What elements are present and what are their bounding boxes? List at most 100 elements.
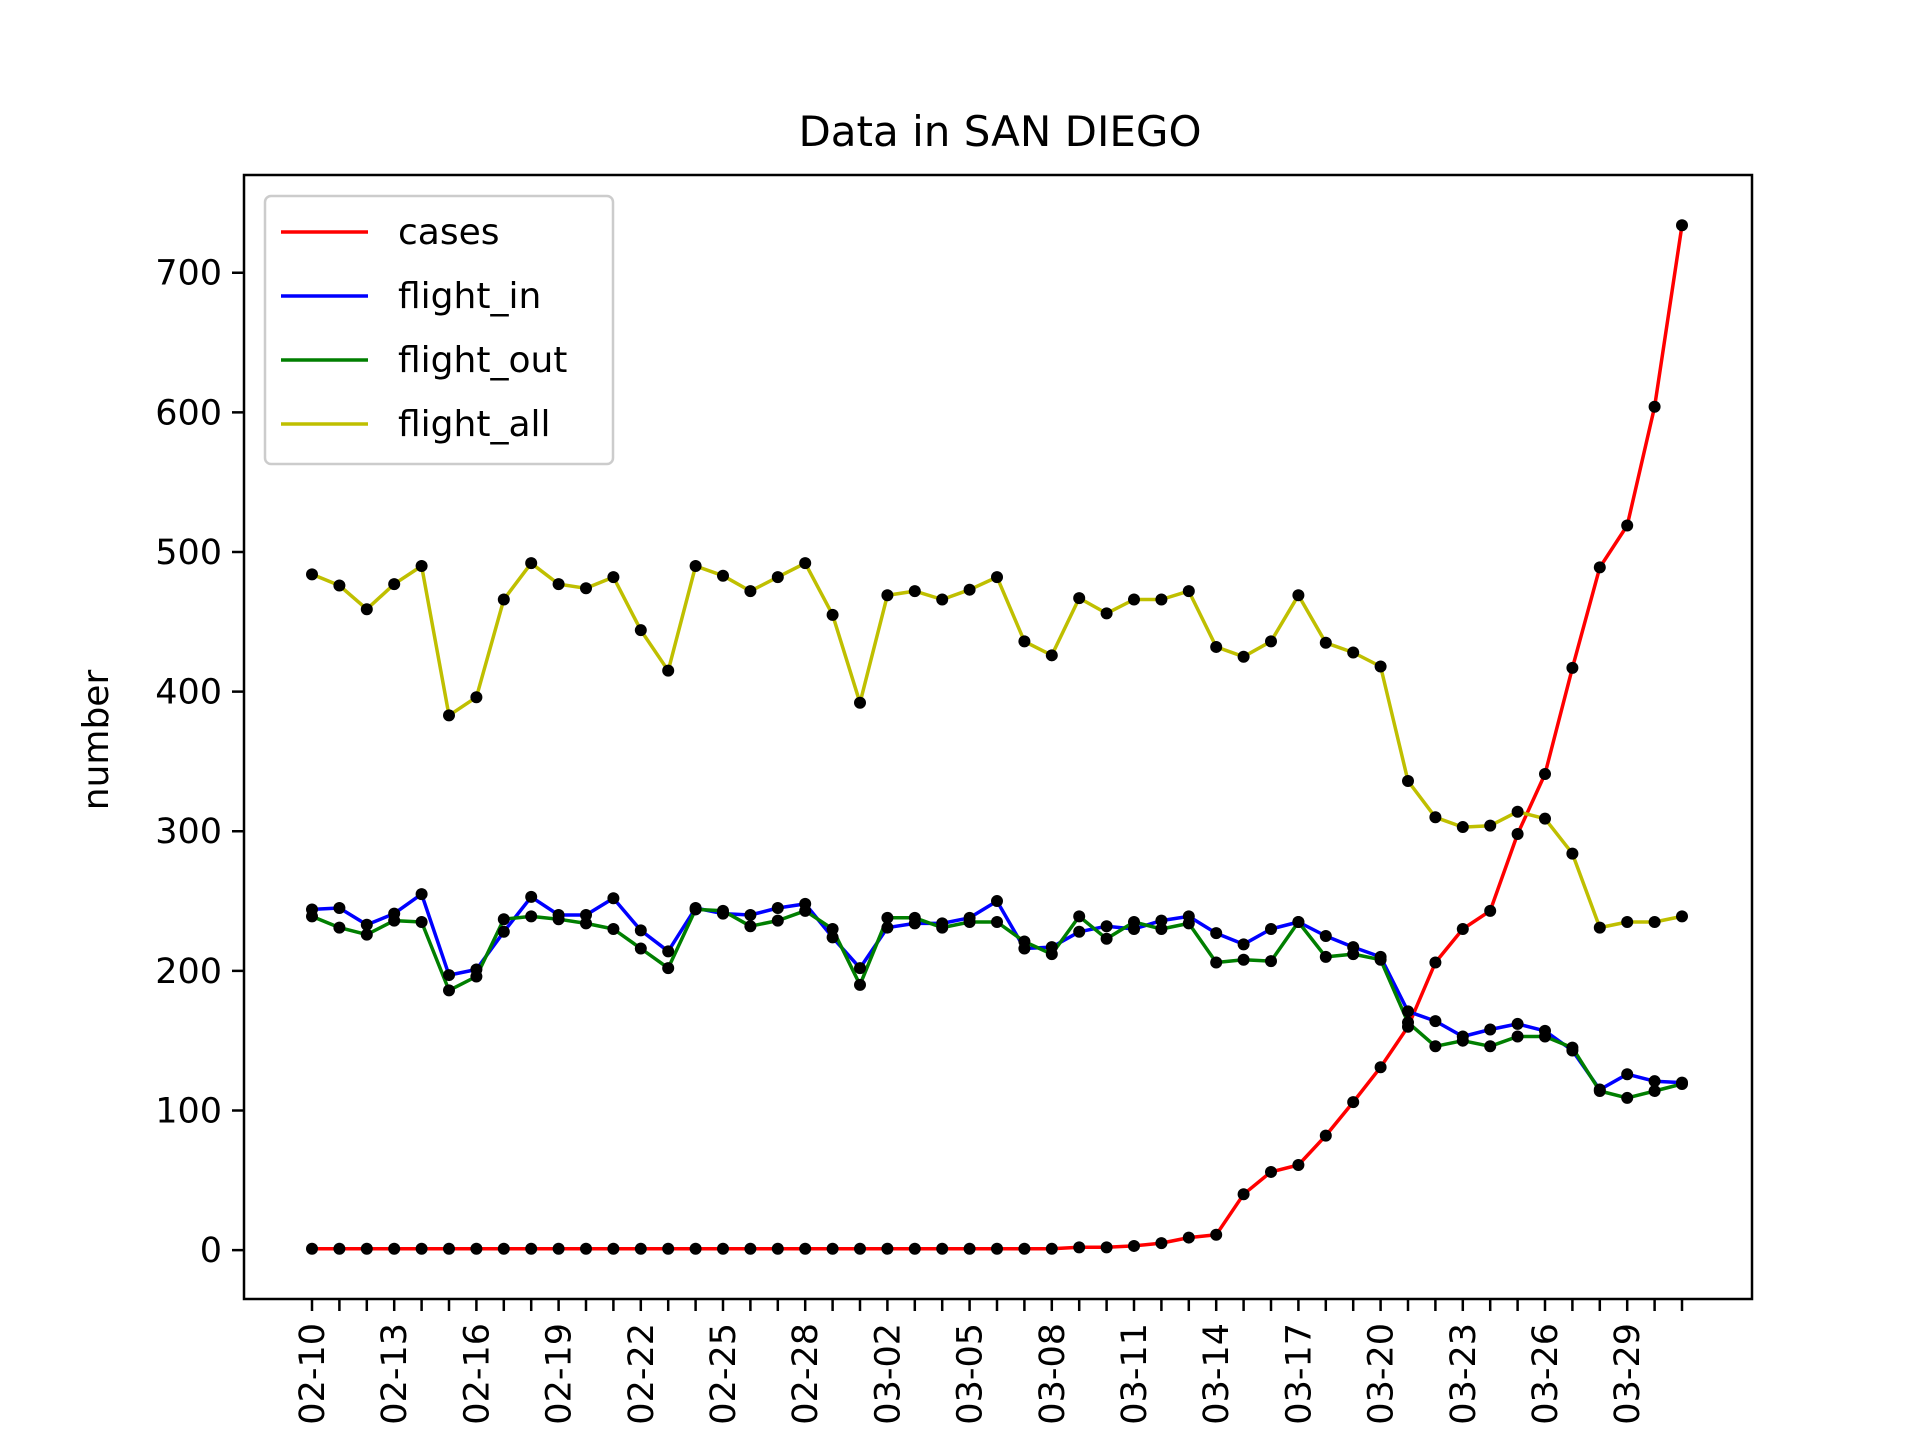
x-tick-label-02-28: 02-28 xyxy=(786,1323,826,1425)
data-point-flight_in-02-14 xyxy=(415,888,428,901)
data-point-flight_in-03-30 xyxy=(1648,1075,1661,1088)
data-point-cases-03-01 xyxy=(854,1242,866,1255)
data-point-flight_out-02-14 xyxy=(415,916,428,929)
data-point-flight_all-02-25 xyxy=(717,569,729,582)
data-point-cases-02-23 xyxy=(662,1242,675,1255)
data-point-cases-03-02 xyxy=(881,1242,894,1255)
data-point-flight_in-02-22 xyxy=(634,924,647,937)
data-point-flight_in-02-11 xyxy=(333,902,346,915)
data-point-cases-03-28 xyxy=(1593,561,1606,574)
data-point-cases-03-04 xyxy=(936,1242,949,1255)
data-point-flight_all-03-17 xyxy=(1292,589,1305,602)
data-point-cases-03-27 xyxy=(1566,661,1579,674)
data-point-cases-02-25 xyxy=(717,1242,729,1255)
data-point-flight_all-03-18 xyxy=(1319,636,1332,649)
data-point-flight_all-02-13 xyxy=(388,578,401,591)
data-point-flight_out-03-01 xyxy=(854,978,866,991)
y-tick-label-100: 100 xyxy=(155,1092,222,1132)
y-tick-label-300: 300 xyxy=(155,812,222,852)
data-point-flight_in-02-21 xyxy=(607,892,620,905)
data-point-flight_all-03-27 xyxy=(1566,847,1579,860)
data-point-flight_out-03-07 xyxy=(1018,935,1031,948)
data-point-flight_all-03-12 xyxy=(1155,593,1168,606)
data-point-flight_all-02-29 xyxy=(826,608,839,621)
data-point-cases-02-22 xyxy=(634,1242,647,1255)
data-point-flight_out-03-18 xyxy=(1319,950,1332,963)
data-point-flight_out-03-06 xyxy=(991,916,1003,929)
data-point-flight_all-03-26 xyxy=(1539,812,1551,825)
data-point-cases-02-10 xyxy=(306,1242,318,1255)
data-point-flight_all-03-09 xyxy=(1073,592,1086,605)
x-tick-label-03-23: 03-23 xyxy=(1444,1323,1484,1425)
data-point-flight_out-03-10 xyxy=(1100,932,1113,945)
data-point-cases-02-26 xyxy=(744,1242,757,1255)
data-point-flight_out-03-25 xyxy=(1511,1030,1524,1043)
data-point-flight_out-03-04 xyxy=(936,921,949,934)
data-point-flight_out-03-11 xyxy=(1128,916,1140,929)
data-point-cases-03-10 xyxy=(1100,1241,1113,1254)
data-point-cases-03-13 xyxy=(1182,1231,1195,1244)
data-point-flight_in-03-25 xyxy=(1511,1017,1524,1030)
data-point-flight_all-02-15 xyxy=(443,709,455,722)
data-point-cases-03-30 xyxy=(1648,400,1661,413)
data-point-flight_all-02-26 xyxy=(744,585,757,598)
data-point-flight_out-03-12 xyxy=(1155,922,1168,935)
x-tick-label-02-22: 02-22 xyxy=(622,1323,662,1425)
data-point-flight_out-03-21 xyxy=(1402,1016,1414,1029)
data-point-flight_in-02-26 xyxy=(744,909,757,922)
data-point-cases-02-17 xyxy=(497,1242,510,1255)
data-point-flight_out-02-29 xyxy=(826,922,839,935)
data-point-flight_all-03-11 xyxy=(1128,593,1140,606)
data-point-flight_in-03-09 xyxy=(1073,925,1086,938)
data-point-cases-03-22 xyxy=(1429,956,1442,969)
data-point-cases-03-19 xyxy=(1347,1096,1360,1109)
data-point-flight_out-03-28 xyxy=(1593,1084,1606,1097)
axis-ticks: 0 100 200 300 400 500 600 700 02-10 02-13 02-16 02-… xyxy=(155,254,1684,1425)
legend-label-flight_out: flight_out xyxy=(398,340,567,381)
data-point-flight_in-03-15 xyxy=(1237,938,1250,951)
data-point-cases-03-26 xyxy=(1539,768,1551,781)
data-point-cases-03-29 xyxy=(1621,519,1634,532)
x-tick-label-02-10: 02-10 xyxy=(293,1323,333,1425)
data-point-flight_in-02-15 xyxy=(443,969,455,982)
data-point-flight_out-03-03 xyxy=(908,911,921,924)
data-point-flight_out-03-20 xyxy=(1374,953,1387,966)
data-point-flight_all-02-14 xyxy=(415,559,428,572)
data-point-flight_all-02-27 xyxy=(771,571,784,584)
data-point-flight_in-02-27 xyxy=(771,902,784,915)
data-point-flight_in-03-16 xyxy=(1265,922,1277,935)
data-point-flight_all-02-17 xyxy=(497,593,510,606)
data-point-flight_in-03-24 xyxy=(1484,1023,1497,1036)
data-point-cases-03-20 xyxy=(1374,1061,1387,1074)
data-point-cases-03-17 xyxy=(1292,1158,1305,1171)
data-point-flight_all-03-20 xyxy=(1374,660,1387,673)
data-point-markers xyxy=(306,219,1688,1255)
legend-label-flight_in: flight_in xyxy=(398,276,541,317)
chart-title: Data in SAN DIEGO xyxy=(798,107,1201,156)
data-point-cases-03-15 xyxy=(1237,1188,1250,1201)
data-point-flight_all-03-23 xyxy=(1456,821,1469,834)
data-point-flight_in-03-06 xyxy=(991,895,1003,908)
data-point-flight_out-03-13 xyxy=(1182,917,1195,930)
data-point-flight_out-03-19 xyxy=(1347,948,1360,961)
data-point-flight_out-03-05 xyxy=(963,916,976,929)
data-point-flight_out-02-12 xyxy=(360,928,373,941)
data-point-flight_all-03-03 xyxy=(908,585,921,598)
data-point-flight_out-02-16 xyxy=(470,970,483,983)
data-point-flight_out-02-18 xyxy=(525,910,538,923)
data-point-flight_out-02-11 xyxy=(333,921,346,934)
data-point-cases-02-18 xyxy=(525,1242,538,1255)
data-point-flight_all-03-24 xyxy=(1484,819,1497,832)
data-point-flight_all-03-02 xyxy=(881,589,894,602)
y-tick-label-400: 400 xyxy=(155,673,222,713)
data-point-flight_out-03-31 xyxy=(1676,1077,1688,1090)
data-point-flight_out-02-19 xyxy=(552,913,565,926)
data-point-flight_in-03-14 xyxy=(1210,927,1223,940)
series-line-flight_out xyxy=(311,907,1683,1100)
data-point-flight_all-03-08 xyxy=(1045,649,1058,662)
data-point-flight_out-02-21 xyxy=(607,922,620,935)
data-point-flight_out-02-27 xyxy=(771,914,784,927)
data-point-flight_all-02-12 xyxy=(360,603,373,616)
